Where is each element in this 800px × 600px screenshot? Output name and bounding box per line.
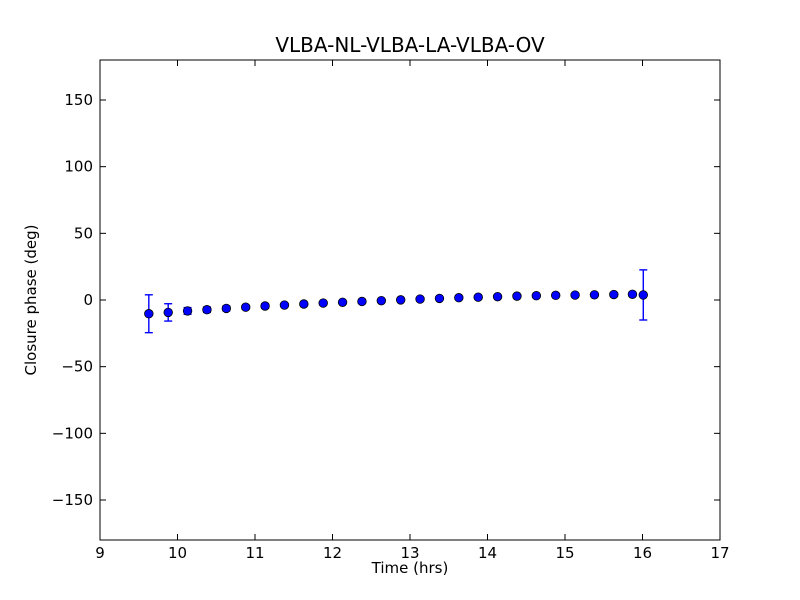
data-point-marker [396, 295, 406, 305]
error-bars [144, 269, 648, 334]
data-point-marker [512, 291, 522, 301]
data-point-marker [454, 293, 464, 303]
plot-frame [99, 59, 721, 541]
data-point-marker [182, 306, 193, 316]
data-point-marker [202, 305, 212, 315]
data-point-marker [357, 296, 367, 307]
x-tick-label: 10 [168, 544, 187, 562]
data-point-marker [318, 298, 328, 308]
data-point-marker [337, 297, 348, 307]
data-point-marker [434, 293, 445, 304]
x-tick-label: 16 [633, 544, 652, 562]
data-point-marker [279, 300, 290, 310]
data-point-marker [551, 290, 561, 301]
data-point-marker [570, 290, 580, 300]
data-point-marker [376, 295, 387, 306]
data-point-marker [638, 290, 648, 300]
data-point-marker [260, 301, 270, 311]
x-tick-label: 17 [710, 544, 729, 562]
y-tick-label: 50 [74, 224, 93, 242]
data-point-marker [609, 289, 619, 300]
y-tick-label: −150 [52, 491, 93, 509]
x-tick-label: 12 [323, 544, 342, 562]
y-tick-label: 0 [83, 291, 93, 309]
data-point-marker [415, 294, 425, 304]
data-point-marker [144, 309, 154, 319]
x-tick-label: 11 [245, 544, 264, 562]
data-point-marker [163, 307, 173, 318]
y-tick-label: 150 [64, 91, 93, 109]
data-point-marker [473, 292, 483, 302]
x-tick-label: 9 [95, 544, 105, 562]
x-axis-label: Time (hrs) [371, 559, 449, 577]
data-point-marker [589, 290, 600, 300]
data-point-marker [531, 291, 542, 301]
y-tick-label: −50 [61, 358, 93, 376]
data-point-marker [627, 289, 638, 299]
axis-ticks [99, 60, 721, 540]
x-tick-label: 14 [478, 544, 497, 562]
data-point-marker [492, 291, 503, 302]
data-point-markers [144, 289, 648, 319]
chart-title: VLBA-NL-VLBA-LA-VLBA-OV [275, 33, 545, 57]
x-tick-label: 13 [400, 544, 419, 562]
y-tick-label: −100 [52, 424, 93, 442]
y-tick-label: 100 [64, 158, 93, 176]
data-point-marker [240, 302, 251, 312]
x-tick-label: 15 [555, 544, 574, 562]
axis-tick-labels: 9 10 11 12 13 14 15 16 17 −150 −100 −50 0 50 100 150 [52, 91, 730, 562]
y-axis-label: Closure phase (deg) [22, 225, 40, 376]
data-point-marker [221, 303, 232, 314]
data-point-marker [299, 299, 309, 309]
